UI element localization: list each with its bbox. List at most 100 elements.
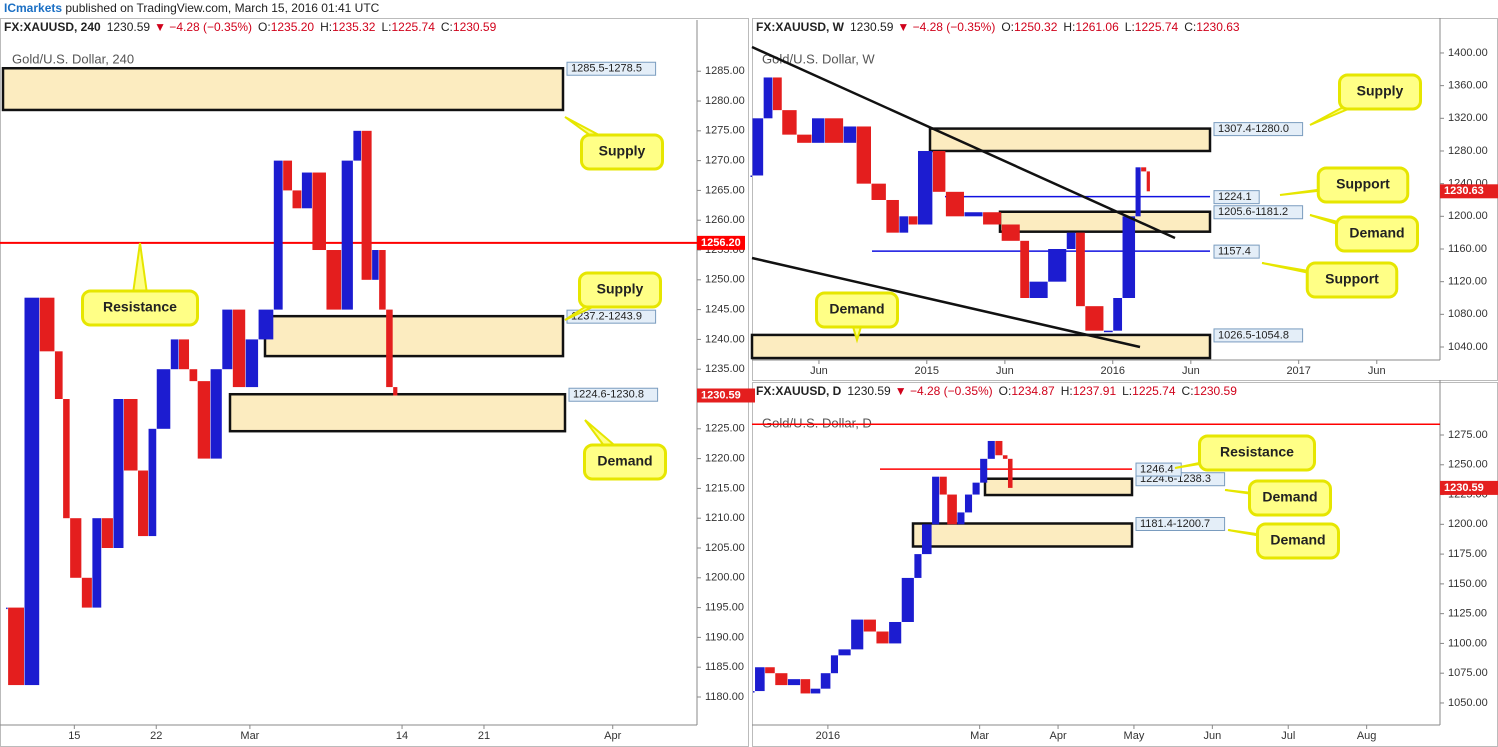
zone-label: 1224.6-1230.8	[573, 389, 644, 401]
price-bar	[1076, 232, 1085, 307]
callout-text: Supply	[1357, 83, 1404, 99]
level-label-box	[1213, 190, 1260, 205]
callout-box	[1338, 73, 1422, 111]
ohlc-value: 1230.63	[1196, 20, 1240, 34]
x-tick-label: Mar	[240, 730, 259, 742]
x-tick-label: Jun	[1368, 365, 1386, 377]
price-tag	[1440, 184, 1498, 199]
last-price: 1230.59	[850, 20, 894, 34]
x-tick-label: 22	[150, 730, 162, 742]
callout-text: Demand	[1270, 532, 1325, 548]
price-bar	[189, 369, 198, 382]
price-bar	[787, 679, 801, 686]
price-tag-label: 1230.63	[1444, 185, 1484, 197]
x-tick-label: 15	[68, 730, 80, 742]
price-bar	[972, 482, 980, 495]
y-tick-label: 1180.00	[705, 691, 744, 703]
zone	[911, 522, 1134, 548]
change: ▼ −4.28 (−0.35%)	[897, 20, 995, 34]
y-tick-label: 1285.00	[705, 65, 745, 77]
price-bar	[889, 621, 902, 644]
x-tick-label: May	[1124, 730, 1145, 742]
level-label-box	[1135, 462, 1182, 477]
level-label: 1224.1	[1218, 191, 1252, 203]
price-bar	[6, 607, 8, 610]
zone-label: 1307.4-1280.0	[1218, 123, 1289, 135]
x-tick-label: 2016	[816, 730, 840, 742]
callout-box	[1305, 261, 1399, 299]
price-bar	[1029, 281, 1048, 299]
callout-box	[1198, 434, 1316, 472]
price-bar	[856, 126, 872, 184]
ohlc-key: L:	[381, 20, 391, 34]
y-tick-label: 1175.00	[1448, 548, 1487, 560]
price-bar	[170, 339, 179, 370]
watermark: Gold/U.S. Dollar, W	[762, 51, 875, 66]
price-bar	[939, 476, 947, 495]
price-bar	[812, 118, 825, 143]
price-bar	[752, 118, 764, 176]
ohlc-value: 1250.32	[1014, 20, 1058, 34]
y-tick-label: 1125.00	[1448, 608, 1487, 620]
price-bar	[921, 524, 932, 555]
zone-label-box	[566, 61, 657, 76]
price-bar	[113, 399, 124, 548]
x-tick-label: Mar	[970, 730, 989, 742]
callout-text: Support	[1325, 271, 1379, 287]
watermark: Gold/U.S. Dollar, D	[762, 415, 872, 430]
price-bar	[1020, 240, 1030, 299]
callout-text: Resistance	[1220, 444, 1294, 460]
price-bar	[70, 518, 82, 578]
price-bar	[901, 577, 914, 622]
price-bar	[810, 688, 821, 694]
y-tick-label: 1280.00	[1448, 145, 1488, 157]
price-bar	[222, 309, 233, 370]
price-bar	[232, 309, 246, 388]
price-bar	[1135, 167, 1141, 217]
zone	[1, 66, 565, 112]
price-bar	[258, 309, 274, 340]
zone	[750, 333, 1212, 360]
ohlc-value: 1230.59	[1194, 384, 1238, 398]
price-bar	[178, 339, 190, 370]
zone-label-box	[1213, 328, 1304, 343]
price-bar	[197, 381, 211, 459]
price-bar	[1048, 248, 1067, 282]
price-bar	[156, 369, 171, 429]
change: ▼ −4.28 (−0.35%)	[895, 384, 993, 398]
x-tick-label: Jun	[996, 365, 1014, 377]
price-bar	[755, 667, 765, 692]
price-bar	[957, 512, 965, 525]
y-tick-label: 1220.00	[705, 453, 745, 465]
price-bar	[361, 130, 372, 280]
y-tick-label: 1225.00	[705, 423, 745, 435]
header-text: published on TradingView.com, March 15, …	[62, 1, 380, 15]
x-tick-label: 2017	[1286, 365, 1310, 377]
y-tick-label: 1195.00	[705, 602, 744, 614]
callout-box	[1316, 166, 1410, 204]
price-bar	[353, 130, 362, 161]
price-bar	[1103, 330, 1113, 333]
price-bar	[871, 183, 886, 200]
price-bar	[341, 160, 353, 310]
level-label: 1246.4	[1140, 463, 1174, 475]
level-tag	[697, 235, 745, 250]
ohlc-value: 1235.20	[271, 20, 315, 34]
ohlc-key: C:	[1182, 384, 1194, 398]
price-bar	[825, 118, 844, 143]
price-bar	[838, 649, 851, 656]
price-bar	[987, 440, 995, 459]
x-tick-label: 2015	[915, 365, 939, 377]
ohlc-value: 1225.74	[1135, 20, 1179, 34]
price-tag-label: 1230.59	[701, 389, 741, 401]
price-bar	[1066, 232, 1076, 249]
symbol-info: FX:XAUUSD, 240 1230.59 ▼ −4.28 (−0.35%) O:1…	[4, 20, 497, 34]
zone-label-box	[1135, 516, 1226, 531]
y-tick-label: 1190.00	[705, 631, 744, 643]
y-tick-label: 1400.00	[1448, 47, 1488, 59]
price-bar	[1141, 167, 1147, 172]
x-tick-label: 14	[396, 730, 408, 742]
price-bar	[851, 619, 864, 650]
zone-label-box	[1213, 122, 1304, 137]
header: ICmarkets published on TradingView.com, …	[4, 1, 380, 15]
